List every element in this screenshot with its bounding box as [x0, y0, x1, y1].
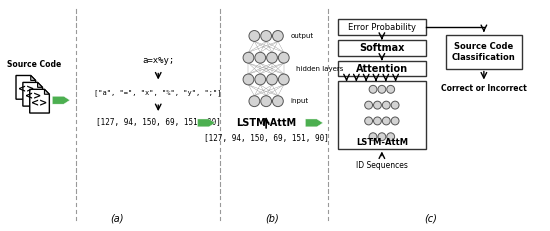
Text: <>: <> — [31, 98, 48, 108]
Text: hidden layers: hidden layers — [295, 66, 343, 72]
Text: (c): (c) — [425, 214, 437, 224]
Polygon shape — [31, 76, 36, 80]
Text: input: input — [290, 98, 309, 104]
Bar — [338, 61, 426, 76]
Circle shape — [387, 133, 394, 141]
Circle shape — [378, 133, 386, 141]
Polygon shape — [37, 82, 42, 87]
Text: LSTM-AttM: LSTM-AttM — [236, 118, 296, 128]
Circle shape — [382, 117, 390, 125]
Circle shape — [255, 52, 266, 63]
Text: output: output — [290, 33, 314, 39]
Circle shape — [267, 74, 277, 85]
Text: [127, 94, 150, 69, 151, 90]: [127, 94, 150, 69, 151, 90] — [96, 119, 221, 128]
Circle shape — [369, 85, 377, 93]
Text: Softmax: Softmax — [359, 43, 405, 53]
Text: Source Code: Source Code — [7, 60, 61, 69]
Polygon shape — [23, 82, 42, 106]
Circle shape — [261, 96, 272, 107]
Text: Correct or Incorrect: Correct or Incorrect — [441, 84, 527, 93]
Circle shape — [249, 30, 260, 41]
Text: [127, 94, 150, 69, 151, 90]: [127, 94, 150, 69, 151, 90] — [204, 134, 328, 143]
Circle shape — [391, 117, 399, 125]
Text: Error Probability: Error Probability — [348, 23, 416, 32]
Circle shape — [378, 85, 386, 93]
Bar — [338, 81, 426, 149]
Text: ID Sequences: ID Sequences — [356, 161, 408, 170]
Circle shape — [261, 30, 272, 41]
Text: <>: <> — [25, 91, 41, 101]
Circle shape — [278, 52, 289, 63]
Circle shape — [267, 52, 277, 63]
Circle shape — [278, 74, 289, 85]
Circle shape — [373, 101, 381, 109]
Text: Attention: Attention — [356, 64, 408, 73]
Text: ["a", "=", "x", "%", "y", ";"]: ["a", "=", "x", "%", "y", ";"] — [95, 89, 222, 96]
Circle shape — [365, 117, 372, 125]
Circle shape — [365, 101, 372, 109]
Circle shape — [387, 85, 394, 93]
Text: (b): (b) — [265, 214, 279, 224]
FancyArrow shape — [305, 119, 323, 127]
Polygon shape — [30, 89, 50, 113]
Circle shape — [255, 74, 266, 85]
Circle shape — [243, 52, 254, 63]
Circle shape — [373, 117, 381, 125]
Circle shape — [391, 101, 399, 109]
Polygon shape — [45, 89, 50, 94]
Polygon shape — [16, 76, 36, 99]
Bar — [338, 19, 426, 35]
Circle shape — [382, 101, 390, 109]
Circle shape — [272, 30, 283, 41]
FancyArrow shape — [197, 119, 215, 127]
Bar — [446, 35, 522, 69]
Circle shape — [249, 96, 260, 107]
Text: (a): (a) — [111, 214, 124, 224]
FancyArrow shape — [52, 96, 70, 104]
Bar — [338, 40, 426, 56]
Text: Source Code
Classification: Source Code Classification — [452, 42, 516, 62]
Circle shape — [369, 133, 377, 141]
Text: LSTM-AttM: LSTM-AttM — [356, 138, 408, 147]
Circle shape — [272, 96, 283, 107]
Text: a=x%y;: a=x%y; — [142, 56, 174, 65]
Circle shape — [243, 74, 254, 85]
Text: <>: <> — [18, 84, 34, 94]
